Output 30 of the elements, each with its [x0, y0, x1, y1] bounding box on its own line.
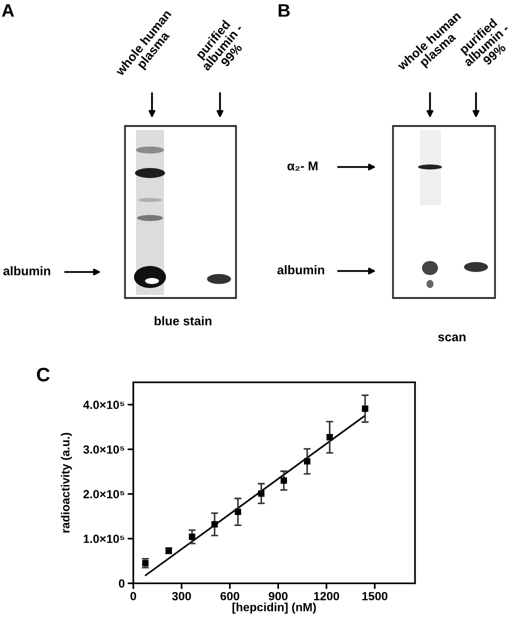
point: [142, 560, 149, 566]
text: albumin: [277, 265, 324, 274]
point: [234, 508, 242, 516]
x-tick-label: 600: [220, 592, 240, 600]
text: B: [278, 4, 290, 17]
point: [304, 458, 310, 465]
point: [280, 477, 288, 484]
text: blue stain: [154, 316, 212, 326]
x-tick-label: 900: [268, 592, 288, 600]
point: [326, 434, 333, 440]
x-tick-label: 1200: [314, 592, 340, 600]
point: [188, 534, 196, 540]
chart-title: C: [36, 368, 50, 382]
point: [362, 405, 368, 412]
x-tick-label: 0: [130, 592, 136, 600]
point: [211, 521, 218, 528]
text: A: [2, 4, 14, 17]
y-axis-title: radioactivity (a.u.): [60, 432, 72, 533]
y-tick-label: 2.0×10⁵: [83, 490, 124, 498]
point: [258, 490, 264, 497]
text: albumin: [3, 266, 50, 276]
x-tick-label: 1500: [362, 592, 388, 600]
y-tick-label: 0: [118, 579, 124, 588]
x-axis-title: [hepcidin] (nM): [232, 602, 316, 614]
y-tick-label: 3.0×10⁵: [83, 445, 124, 454]
text: scan: [438, 334, 466, 342]
y-tick-label: 4.0×10⁵: [83, 400, 124, 410]
text: α₂- M: [287, 162, 318, 171]
x-tick-label: 300: [172, 592, 191, 600]
y-tick-label: 1.0×10⁵: [84, 534, 124, 544]
